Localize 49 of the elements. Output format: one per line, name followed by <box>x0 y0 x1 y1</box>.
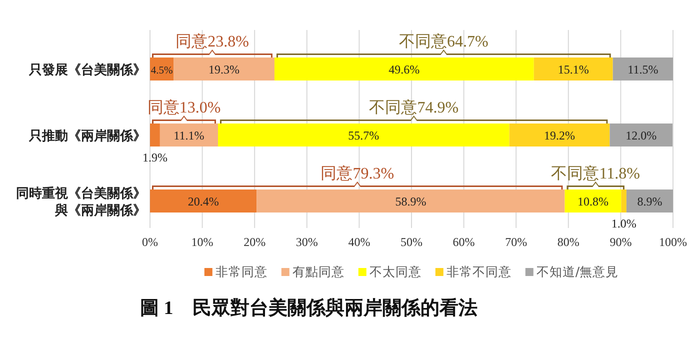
text: 55.7% <box>348 128 380 142</box>
text: 圖 1 民眾對台美關係與兩岸關係的看法 <box>140 297 478 319</box>
x-tick-label: 80% <box>557 235 580 249</box>
text: 19.3% <box>208 62 240 76</box>
y-tick-label: 只推動《兩岸關係》 <box>28 128 146 143</box>
x-tick-label: 70% <box>505 235 528 249</box>
text: 1.0% <box>611 216 636 230</box>
annotation: 同意23.8% <box>176 32 249 50</box>
legend-label: 不知道/無意見 <box>536 264 619 279</box>
annotation: 不同意64.7% <box>399 32 488 50</box>
text: 20.4% <box>188 194 219 208</box>
text: 15.1% <box>558 62 589 76</box>
bar <box>612 58 673 80</box>
legend-label: 非常不同意 <box>446 264 512 279</box>
x-tick-label: 90% <box>610 235 632 249</box>
x-tick-label: 20% <box>244 235 266 249</box>
x-tick-label: 100% <box>659 235 687 249</box>
text: 12.0% <box>626 128 657 142</box>
legend-label: 不太同意 <box>369 264 422 279</box>
legend-label: 非常同意 <box>215 264 268 279</box>
annotation: 不同意11.8% <box>551 164 640 182</box>
text: 19.2% <box>544 128 576 142</box>
text: 1.9% <box>142 150 168 164</box>
x-tick-label: 10% <box>191 235 214 249</box>
bar <box>610 124 672 146</box>
annotation: 同意13.0% <box>147 98 221 116</box>
x-tick-label: 60% <box>452 235 475 249</box>
y-tick-label: 同時重視《台美關係》與《兩岸關係》 <box>16 186 146 218</box>
text: 49.6% <box>388 62 420 76</box>
y-tick-label: 只發展《台美關係》 <box>28 62 146 77</box>
text: 4.5% <box>150 66 173 76</box>
bar <box>534 58 613 80</box>
x-tick-label: 0% <box>142 235 158 249</box>
bar <box>626 190 673 212</box>
text: 58.9% <box>395 194 426 208</box>
text: 8.9% <box>637 194 662 208</box>
bar <box>621 190 626 212</box>
text: 10.8% <box>577 194 608 208</box>
x-tick-label: 40% <box>348 235 370 249</box>
x-tick-label: 30% <box>296 235 318 249</box>
annotation: 同意79.3% <box>320 164 394 182</box>
annotation: 不同意74.9% <box>369 98 459 116</box>
legend-label: 有點同意 <box>292 264 344 279</box>
bar <box>150 190 257 212</box>
bar <box>509 124 610 146</box>
text: 11.5% <box>628 62 658 76</box>
text: 11.1% <box>174 128 204 142</box>
x-tick-label: 50% <box>400 235 422 249</box>
bar <box>150 124 160 146</box>
